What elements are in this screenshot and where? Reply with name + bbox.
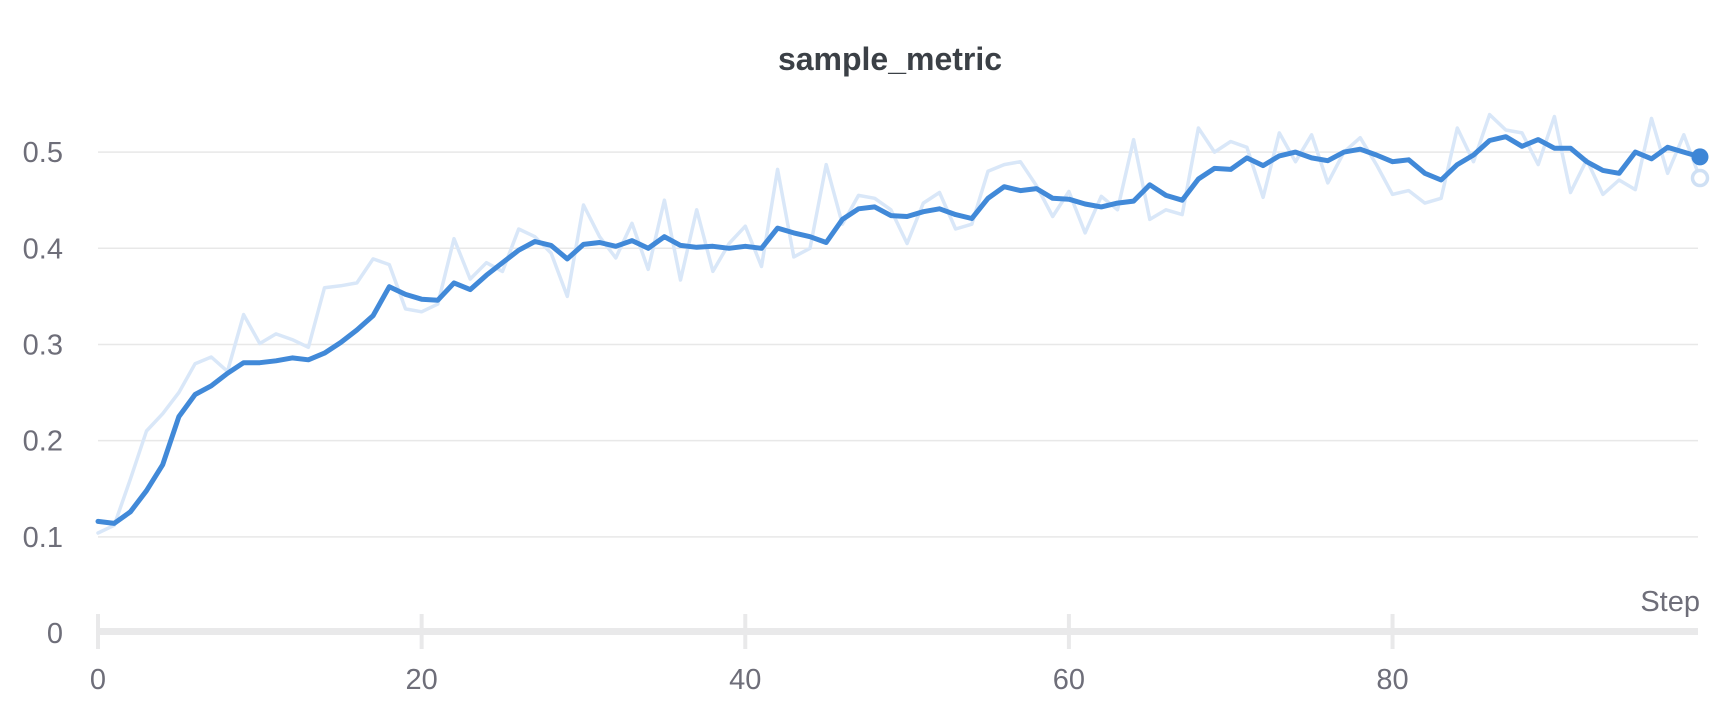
raw-series-line (96, 112, 1702, 535)
smoothed-series-line (95, 134, 1703, 526)
smoothed-endpoint-marker[interactable] (1691, 148, 1709, 166)
chart-title: sample_metric (778, 41, 1002, 77)
end-markers-group (1690, 148, 1710, 188)
y-tick-label: 0.2 (23, 426, 63, 458)
x-tick-label: 60 (1053, 664, 1085, 696)
raw-endpoint-marker[interactable] (1690, 168, 1710, 188)
y-tick-label: 0.5 (23, 137, 63, 169)
x-tick-label: 20 (406, 664, 438, 696)
y-tick-label: 0.1 (23, 522, 63, 554)
plot-hover-area[interactable] (98, 90, 1700, 635)
y-tick-label: 0 (47, 618, 63, 650)
x-tick-label: 40 (729, 664, 761, 696)
x-tick-labels-group: 0 20 40 60 80 (90, 664, 1409, 696)
y-tick-label: 0.4 (23, 233, 63, 265)
x-tick-label: 80 (1376, 664, 1408, 696)
series-lines-group (95, 112, 1703, 535)
gridlines-group (98, 151, 1698, 538)
x-axis-line (98, 628, 1698, 635)
x-tick-label: 0 (90, 664, 106, 696)
y-tick-labels-group: 0 0.1 0.2 0.3 0.4 0.5 (23, 137, 63, 650)
y-tick-label: 0.3 (23, 329, 63, 361)
x-axis-group (96, 614, 1698, 649)
x-axis-title: Step (1640, 586, 1700, 618)
